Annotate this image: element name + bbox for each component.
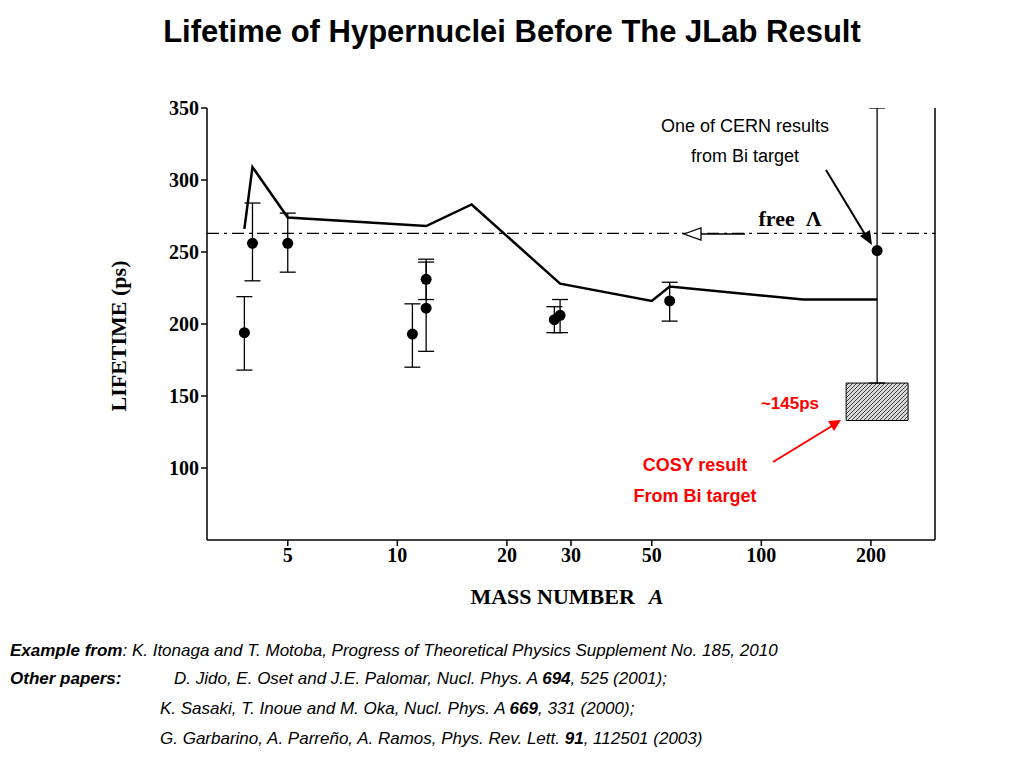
svg-text:COSY result: COSY result — [643, 455, 748, 475]
svg-text:20: 20 — [497, 544, 517, 566]
svg-text:MASS NUMBERA: MASS NUMBERA — [470, 584, 663, 609]
svg-text:200: 200 — [169, 313, 199, 335]
svg-text:100: 100 — [746, 544, 776, 566]
html-text:G. Garbarino, A. Parreño, A. R: G. Garbarino, A. Parreño, A. Ramos, Phys… — [160, 729, 703, 748]
svg-text:350: 350 — [169, 97, 199, 119]
html-text:Lifetime of Hypernuclei Before: Lifetime of Hypernuclei Before The JLab … — [163, 14, 861, 49]
svg-text:from Bi target: from Bi target — [691, 146, 799, 166]
svg-text:100: 100 — [169, 457, 199, 479]
svg-text:From Bi target: From Bi target — [633, 486, 756, 506]
svg-text:200: 200 — [856, 544, 886, 566]
svg-text:30: 30 — [561, 544, 581, 566]
html-text:Other papers:: Other papers: — [10, 669, 122, 688]
svg-text:10: 10 — [387, 544, 407, 566]
svg-text:~145ps: ~145ps — [761, 394, 819, 413]
svg-text:One of CERN results: One of CERN results — [661, 116, 829, 136]
svg-text:5: 5 — [283, 544, 293, 566]
svg-text:free Λ: free Λ — [759, 206, 822, 231]
svg-text:150: 150 — [169, 385, 199, 407]
svg-text:250: 250 — [169, 241, 199, 263]
html-text:K. Sasaki, T. Inoue and M. Oka: K. Sasaki, T. Inoue and M. Oka, Nucl. Ph… — [160, 699, 635, 718]
svg-text:50: 50 — [642, 544, 662, 566]
html-text:D. Jido, E. Oset and J.E. Palo: D. Jido, E. Oset and J.E. Palomar, Nucl.… — [174, 669, 667, 688]
svg-text:300: 300 — [169, 169, 199, 191]
html-text:Example from: K. Itonaga and T: Example from: K. Itonaga and T. Motoba, … — [10, 641, 778, 660]
svg-text:LIFETIME (ps): LIFETIME (ps) — [106, 261, 131, 412]
